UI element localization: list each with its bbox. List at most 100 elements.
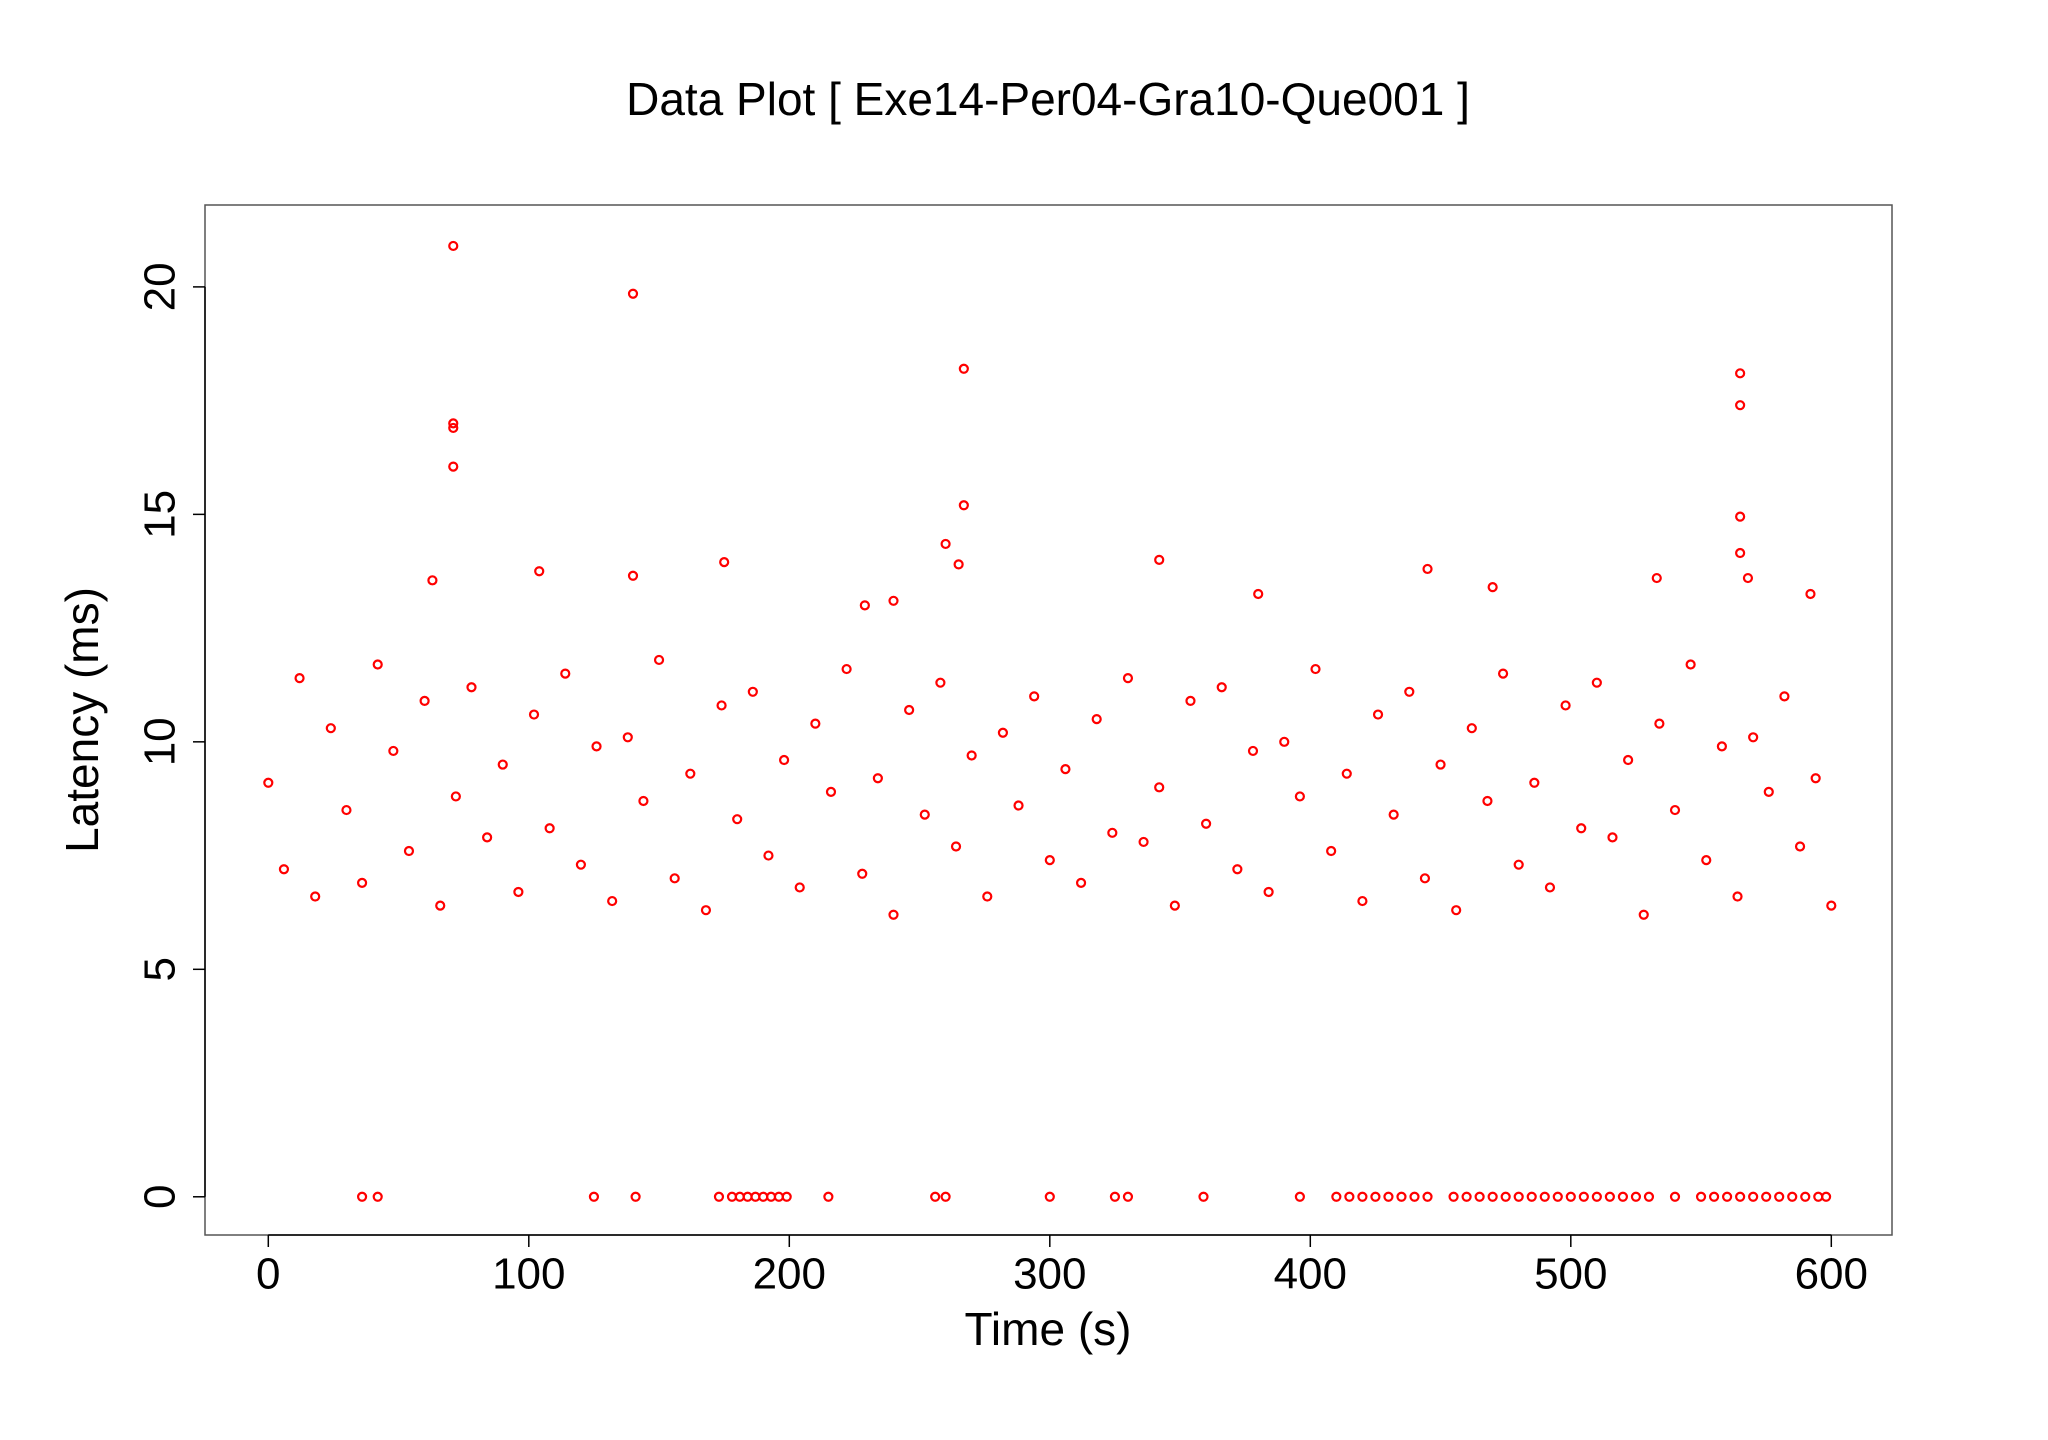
point	[1201, 818, 1212, 829]
point	[1091, 713, 1102, 725]
point	[1513, 859, 1524, 870]
point	[588, 1191, 600, 1202]
point	[1466, 723, 1477, 734]
point	[1539, 1191, 1550, 1202]
point	[1198, 1191, 1209, 1202]
point	[448, 422, 459, 434]
point	[904, 704, 915, 716]
plot-frame	[204, 204, 1893, 1236]
point	[448, 240, 459, 252]
x-tick-label: 300	[1013, 1250, 1086, 1299]
point	[528, 709, 540, 720]
point	[825, 786, 837, 797]
point	[794, 882, 805, 893]
point	[372, 659, 383, 670]
point	[1607, 832, 1618, 843]
point	[1263, 886, 1274, 898]
point	[1044, 1191, 1055, 1202]
point	[1122, 1191, 1134, 1202]
y-tick-label: 20	[136, 262, 185, 311]
point	[1372, 709, 1384, 720]
point	[1805, 588, 1816, 600]
point	[1552, 1191, 1563, 1202]
point	[966, 750, 977, 761]
point	[1409, 1191, 1420, 1202]
point	[1654, 718, 1665, 729]
point	[1761, 1191, 1772, 1202]
point	[1185, 695, 1196, 706]
point	[1544, 882, 1556, 893]
point	[1404, 686, 1415, 697]
point	[1591, 1191, 1602, 1202]
point	[1526, 1191, 1537, 1202]
point	[1396, 1191, 1407, 1202]
point	[669, 873, 680, 884]
point	[1253, 588, 1264, 600]
point	[1810, 773, 1821, 784]
point	[958, 363, 969, 374]
point	[1109, 1191, 1121, 1202]
point	[1794, 841, 1806, 852]
point	[1419, 873, 1431, 884]
point	[940, 1191, 951, 1202]
y-axis-title: Latency (ms)	[56, 587, 108, 853]
point	[1500, 1191, 1511, 1202]
point	[627, 570, 639, 581]
point	[630, 1191, 641, 1202]
point	[534, 566, 545, 577]
point	[1576, 823, 1587, 834]
point	[1735, 511, 1746, 522]
y-tick-label: 10	[136, 717, 185, 766]
point	[1013, 800, 1024, 811]
point	[1310, 663, 1321, 675]
x-tick-label: 500	[1534, 1250, 1607, 1299]
point	[560, 668, 571, 679]
point	[1169, 900, 1180, 911]
point	[1482, 795, 1493, 807]
point	[1617, 1191, 1629, 1202]
point	[1294, 1191, 1305, 1202]
point	[1669, 804, 1681, 816]
x-tick-label: 0	[256, 1250, 280, 1299]
point	[1138, 836, 1149, 848]
point	[1044, 855, 1055, 866]
point	[1357, 895, 1368, 907]
point	[1735, 1191, 1746, 1202]
point	[1422, 563, 1433, 575]
point	[1623, 754, 1634, 766]
point	[310, 891, 321, 902]
point	[747, 686, 758, 697]
point	[1122, 673, 1134, 684]
point	[427, 575, 438, 586]
point	[1451, 905, 1462, 916]
point	[935, 677, 946, 688]
point	[341, 804, 352, 816]
point	[1735, 368, 1746, 379]
point	[388, 745, 399, 757]
point	[1701, 855, 1712, 866]
point	[841, 663, 852, 675]
chart-title: Data Plot [ Exe14-Per04-Gra10-Que001 ]	[626, 73, 1470, 125]
point	[278, 864, 290, 875]
point	[1722, 1191, 1733, 1202]
point	[575, 859, 587, 870]
point	[1732, 891, 1743, 902]
point	[544, 823, 555, 834]
point	[591, 741, 602, 752]
point	[1216, 682, 1227, 693]
point	[1560, 700, 1571, 711]
x-axis-title: Time (s)	[965, 1303, 1132, 1355]
point	[1107, 827, 1118, 838]
y-tick-label: 5	[136, 957, 185, 981]
point	[716, 700, 727, 711]
point	[448, 418, 459, 429]
point	[1326, 845, 1337, 857]
point	[823, 1191, 834, 1202]
point	[713, 1191, 725, 1202]
point	[1529, 777, 1540, 788]
point	[1370, 1191, 1381, 1202]
point	[1357, 1191, 1368, 1202]
point	[732, 814, 743, 825]
